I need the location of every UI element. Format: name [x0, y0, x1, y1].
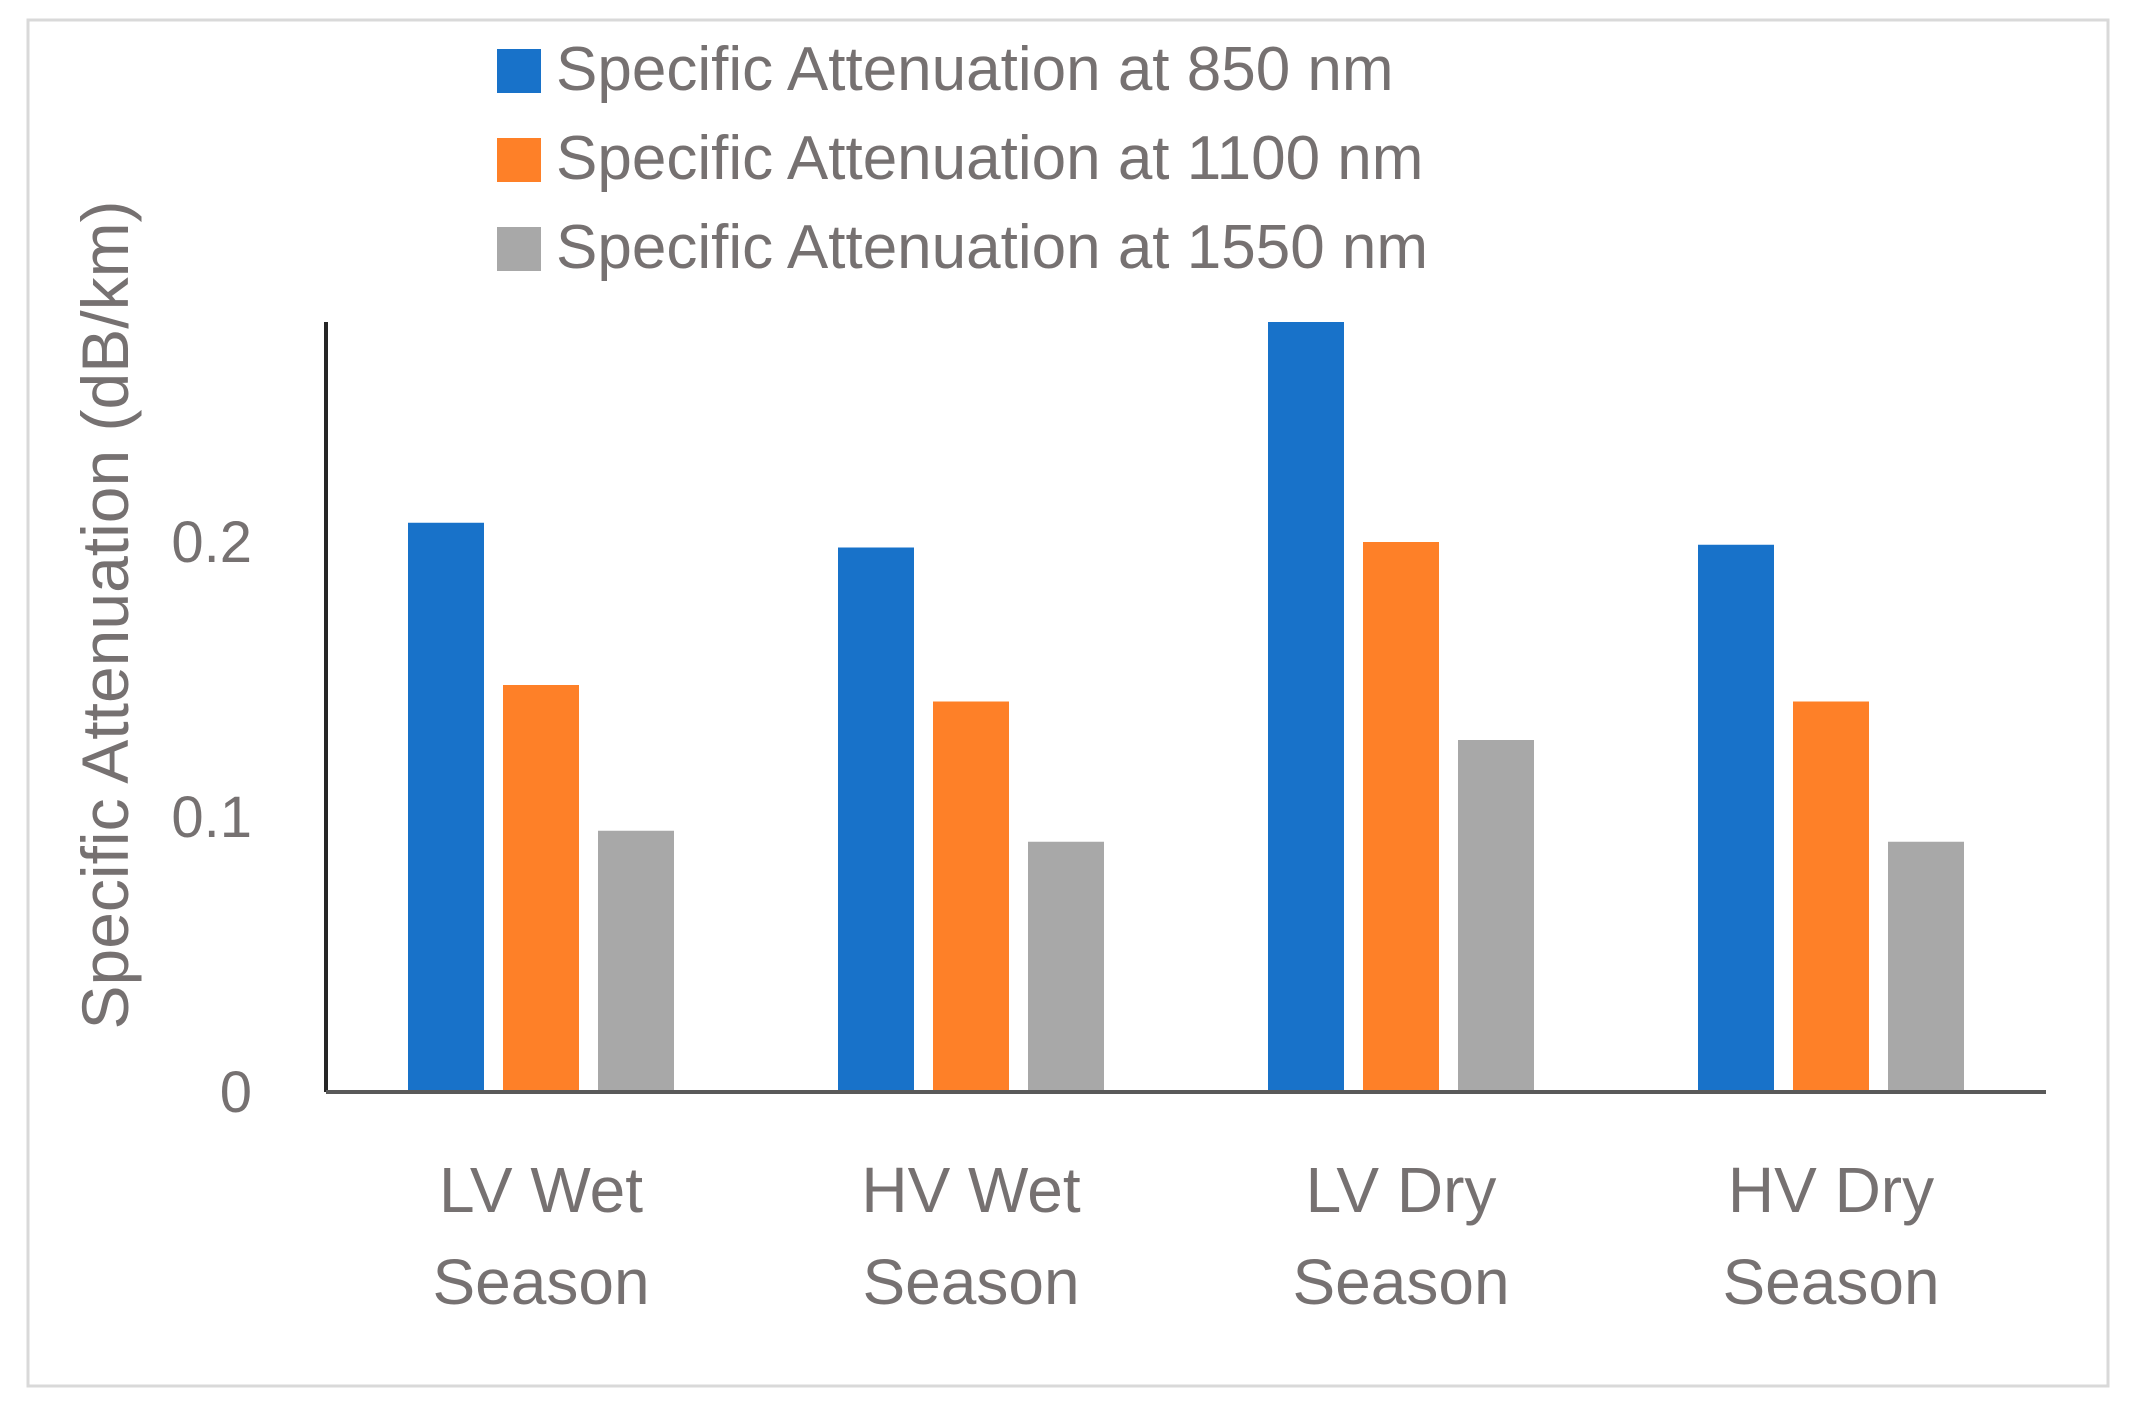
bar-series-1-cat-3: [1268, 322, 1344, 1092]
axes: [324, 322, 2046, 1094]
y-axis-label-group: Specific Attenuation (dB/km): [68, 200, 142, 1029]
x-category-label: HV Wet: [861, 1154, 1081, 1226]
legend-swatch-3: [497, 227, 541, 271]
bar-series-1-cat-4: [1698, 544, 1774, 1092]
x-category-label: LV Wet: [439, 1154, 643, 1226]
legend-swatch-1: [497, 49, 541, 93]
legend-label-2: Specific Attenuation at 1100 nm: [556, 124, 1423, 193]
x-category-label: Season: [1722, 1246, 1939, 1318]
y-tick-label: 0.2: [171, 510, 252, 575]
y-axis-ticks: 0 0.1 0.2: [171, 510, 252, 1125]
y-tick-label: 0.1: [171, 785, 252, 850]
x-axis-categories: LV Wet Season HV Wet Season LV Dry Season HV D…: [432, 1154, 1939, 1318]
bar-series-2-cat-3: [1363, 542, 1439, 1092]
bar-series-1-cat-2: [838, 547, 914, 1092]
bar-series-3-cat-2: [1028, 841, 1104, 1092]
x-category-label: Season: [1292, 1246, 1509, 1318]
bar-series-3-cat-1: [598, 830, 674, 1092]
bars: [408, 322, 1964, 1092]
bar-series-2-cat-2: [933, 701, 1009, 1092]
legend-label-3: Specific Attenuation at 1550 nm: [556, 213, 1428, 282]
bar-series-1-cat-1: [408, 522, 484, 1092]
bar-series-3-cat-3: [1458, 740, 1534, 1092]
y-axis-label: Specific Attenuation (dB/km): [68, 200, 142, 1029]
legend-label-1: Specific Attenuation at 850 nm: [556, 35, 1394, 104]
x-category-label: LV Dry: [1306, 1154, 1497, 1226]
bar-series-2-cat-1: [503, 685, 579, 1092]
bar-series-3-cat-4: [1888, 841, 1964, 1092]
legend-swatch-2: [497, 138, 541, 182]
x-category-label: HV Dry: [1728, 1154, 1934, 1226]
y-tick-label: 0: [220, 1060, 252, 1125]
x-category-label: Season: [862, 1246, 1079, 1318]
bar-series-2-cat-4: [1793, 701, 1869, 1092]
legend: Specific Attenuation at 850 nm Specific A…: [497, 35, 1428, 282]
x-category-label: Season: [432, 1246, 649, 1318]
